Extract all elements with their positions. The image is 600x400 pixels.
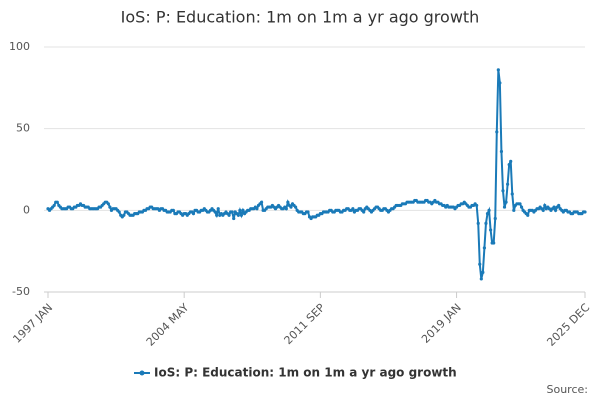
- point: [481, 270, 485, 274]
- point: [241, 208, 245, 212]
- point: [108, 205, 112, 209]
- point: [306, 210, 310, 214]
- point: [541, 208, 545, 212]
- point: [501, 189, 505, 193]
- point: [552, 205, 556, 209]
- point: [239, 213, 244, 217]
- point: [488, 228, 493, 232]
- point: [553, 208, 558, 212]
- point: [484, 221, 488, 225]
- point: [519, 205, 524, 209]
- point: [191, 212, 196, 216]
- point: [238, 208, 242, 212]
- point: [504, 200, 508, 204]
- point: [216, 207, 220, 211]
- point: [478, 262, 482, 266]
- point: [236, 213, 240, 217]
- point: [487, 208, 491, 212]
- point: [351, 207, 355, 211]
- point: [215, 213, 219, 217]
- point: [117, 210, 121, 214]
- point: [294, 205, 298, 209]
- y-tick-label: 100: [9, 40, 30, 53]
- point: [526, 213, 530, 217]
- point: [557, 203, 561, 208]
- source: Source:: [547, 383, 589, 396]
- point: [502, 205, 507, 209]
- point: [289, 205, 293, 209]
- point: [518, 202, 522, 206]
- chart-title: IoS: P: Education: 1m on 1m a yr ago gro…: [121, 8, 480, 27]
- point: [286, 200, 290, 204]
- y-tick-label: 50: [16, 122, 30, 135]
- point: [479, 277, 483, 281]
- point: [362, 210, 366, 214]
- x-tick-label: 2025 DEC: [544, 301, 592, 349]
- point: [583, 210, 587, 214]
- point: [55, 200, 59, 204]
- point: [227, 213, 231, 217]
- point: [482, 246, 487, 250]
- point: [230, 210, 234, 214]
- legend-label: IoS: P: Education: 1m on 1m a yr ago gro…: [154, 366, 457, 380]
- x-tick-label: 2004 MAY: [144, 301, 192, 349]
- point: [485, 212, 490, 216]
- x-tick-label: 2019 JAN: [419, 301, 464, 346]
- point: [213, 210, 217, 214]
- point: [543, 203, 547, 208]
- point: [255, 207, 259, 211]
- point: [510, 192, 514, 196]
- point: [495, 130, 499, 134]
- point: [106, 202, 110, 206]
- y-tick-label: -50: [12, 285, 30, 298]
- point: [493, 216, 497, 221]
- point: [509, 159, 513, 163]
- point: [122, 213, 126, 217]
- point: [259, 200, 264, 204]
- y-tick-label: 0: [23, 203, 30, 216]
- point: [512, 208, 516, 212]
- point: [507, 163, 511, 167]
- point: [498, 81, 502, 85]
- point: [232, 216, 236, 221]
- x-tick-label: 2011 SEP: [282, 301, 328, 347]
- point: [52, 203, 56, 208]
- point: [506, 182, 510, 186]
- point: [476, 221, 480, 225]
- point: [499, 149, 504, 154]
- legend-marker: [139, 370, 145, 376]
- point: [171, 208, 175, 212]
- series-line: [47, 69, 585, 280]
- x-tick-label: 1997 JAN: [10, 301, 55, 346]
- point: [475, 203, 479, 208]
- point: [496, 68, 500, 72]
- point: [284, 207, 288, 211]
- point: [492, 241, 496, 245]
